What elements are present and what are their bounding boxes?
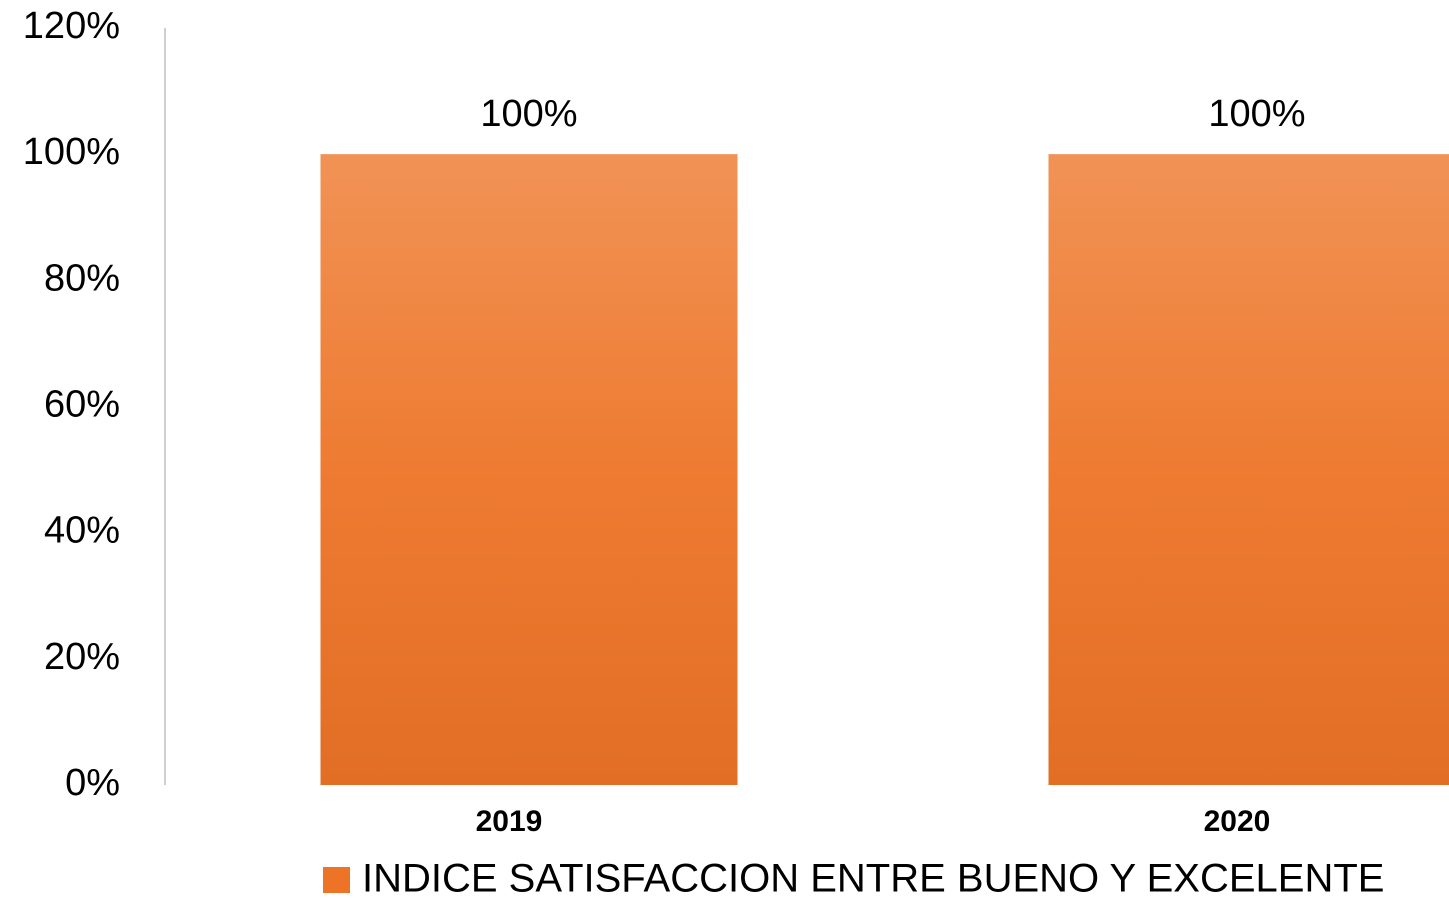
y-tick-label: 100% [23, 131, 120, 173]
y-tick-label: 0% [65, 762, 120, 804]
data-label: 100% [1208, 93, 1305, 135]
legend-swatch [323, 867, 350, 893]
bar [1048, 154, 1449, 785]
y-tick-label: 20% [44, 636, 120, 678]
legend-label: INDICE SATISFACCION ENTRE BUENO Y EXCELE… [362, 857, 1384, 898]
data-label: 100% [480, 93, 577, 135]
y-tick-label: 60% [44, 384, 120, 426]
y-tick-label: 120% [23, 5, 120, 47]
x-tick-label: 2019 [476, 805, 543, 838]
y-tick-label: 40% [44, 510, 120, 552]
y-tick-label: 80% [44, 257, 120, 299]
bar [320, 154, 738, 785]
x-tick-label: 2020 [1204, 805, 1271, 838]
